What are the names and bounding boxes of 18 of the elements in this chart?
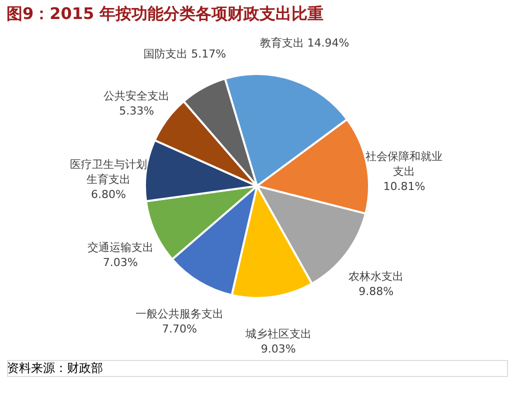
data-label: 7.70% [162,322,197,336]
slice-label: 国防支出 5.17% [144,47,226,60]
text: 资料来源：财政部 [7,361,103,375]
slice-label: 教育支出 14.94% [260,36,350,50]
data-label: 10.81% [383,180,426,194]
data-label: 6.80% [91,188,126,201]
slice-label: 医疗卫生与计划生育支出 [70,158,148,186]
slice-label: 城乡社区支出 [244,327,312,340]
data-label: 9.03% [260,342,296,356]
slice-label: 公共安全支出 [104,90,170,103]
slice-label: 交通运输支出 [87,240,154,254]
data-label: 5.33% [119,104,154,118]
data-label: 7.03% [102,256,138,269]
slice-label: 社会保障和就业支出 [366,150,443,178]
slice-label: 农林水支出 [348,270,404,284]
slice-label: 一般公共服务支出 [136,307,224,320]
chart-title: 图9：2015 年按功能分类各项财政支出比重 [6,4,324,23]
data-label: 9.88% [358,285,394,298]
